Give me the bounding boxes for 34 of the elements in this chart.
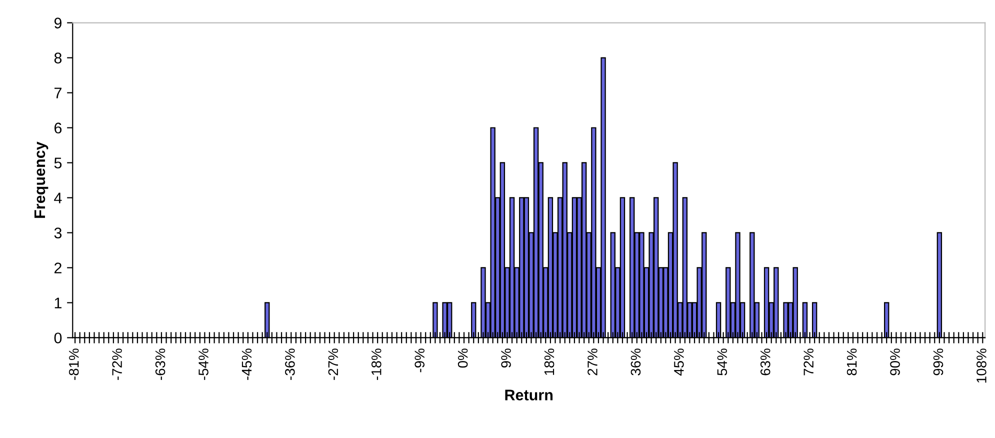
y-tick-label: 0 — [54, 332, 62, 344]
x-tick-label: -9% — [414, 348, 425, 372]
x-tick-label: -63% — [155, 348, 166, 380]
x-tick-label: -54% — [198, 348, 208, 380]
x-tick-label: 63% — [760, 348, 770, 376]
x-tick-label: -18% — [371, 348, 382, 380]
y-tick-label: 8 — [54, 52, 62, 64]
y-axis-title: Frequency — [34, 142, 48, 218]
x-tick-label: -36% — [285, 348, 295, 380]
x-tick-label: 9% — [501, 348, 511, 368]
x-tick-label: 36% — [630, 348, 641, 376]
y-tick-label: 2 — [54, 262, 62, 274]
y-tick-label: 3 — [54, 228, 62, 238]
y-tick-label: 4 — [54, 192, 62, 204]
x-tick-label: 0% — [458, 348, 468, 368]
x-tick-label: -72% — [112, 348, 122, 380]
x-tick-label: 54% — [717, 348, 728, 376]
x-tick-label: 99% — [933, 348, 944, 376]
y-tick-label: 6 — [54, 122, 62, 134]
x-tick-label: 45% — [674, 348, 684, 376]
y-tick-label: 5 — [54, 158, 62, 168]
y-tick-label: 9 — [54, 18, 62, 28]
y-tick-label: 1 — [54, 298, 62, 308]
x-tick-label: 81% — [846, 348, 857, 376]
x-tick-label: -45% — [242, 348, 252, 380]
x-tick-label: 72% — [804, 348, 814, 376]
x-axis-title: Return — [505, 390, 553, 400]
x-tick-label: -27% — [328, 348, 338, 380]
x-tick-label: -81% — [68, 348, 79, 380]
x-tick-label: 108% — [976, 348, 986, 383]
x-tick-label: 18% — [544, 348, 554, 375]
x-tick-label: 90% — [890, 348, 900, 376]
y-tick-label: 7 — [54, 88, 62, 98]
x-tick-label: 27% — [588, 348, 598, 376]
